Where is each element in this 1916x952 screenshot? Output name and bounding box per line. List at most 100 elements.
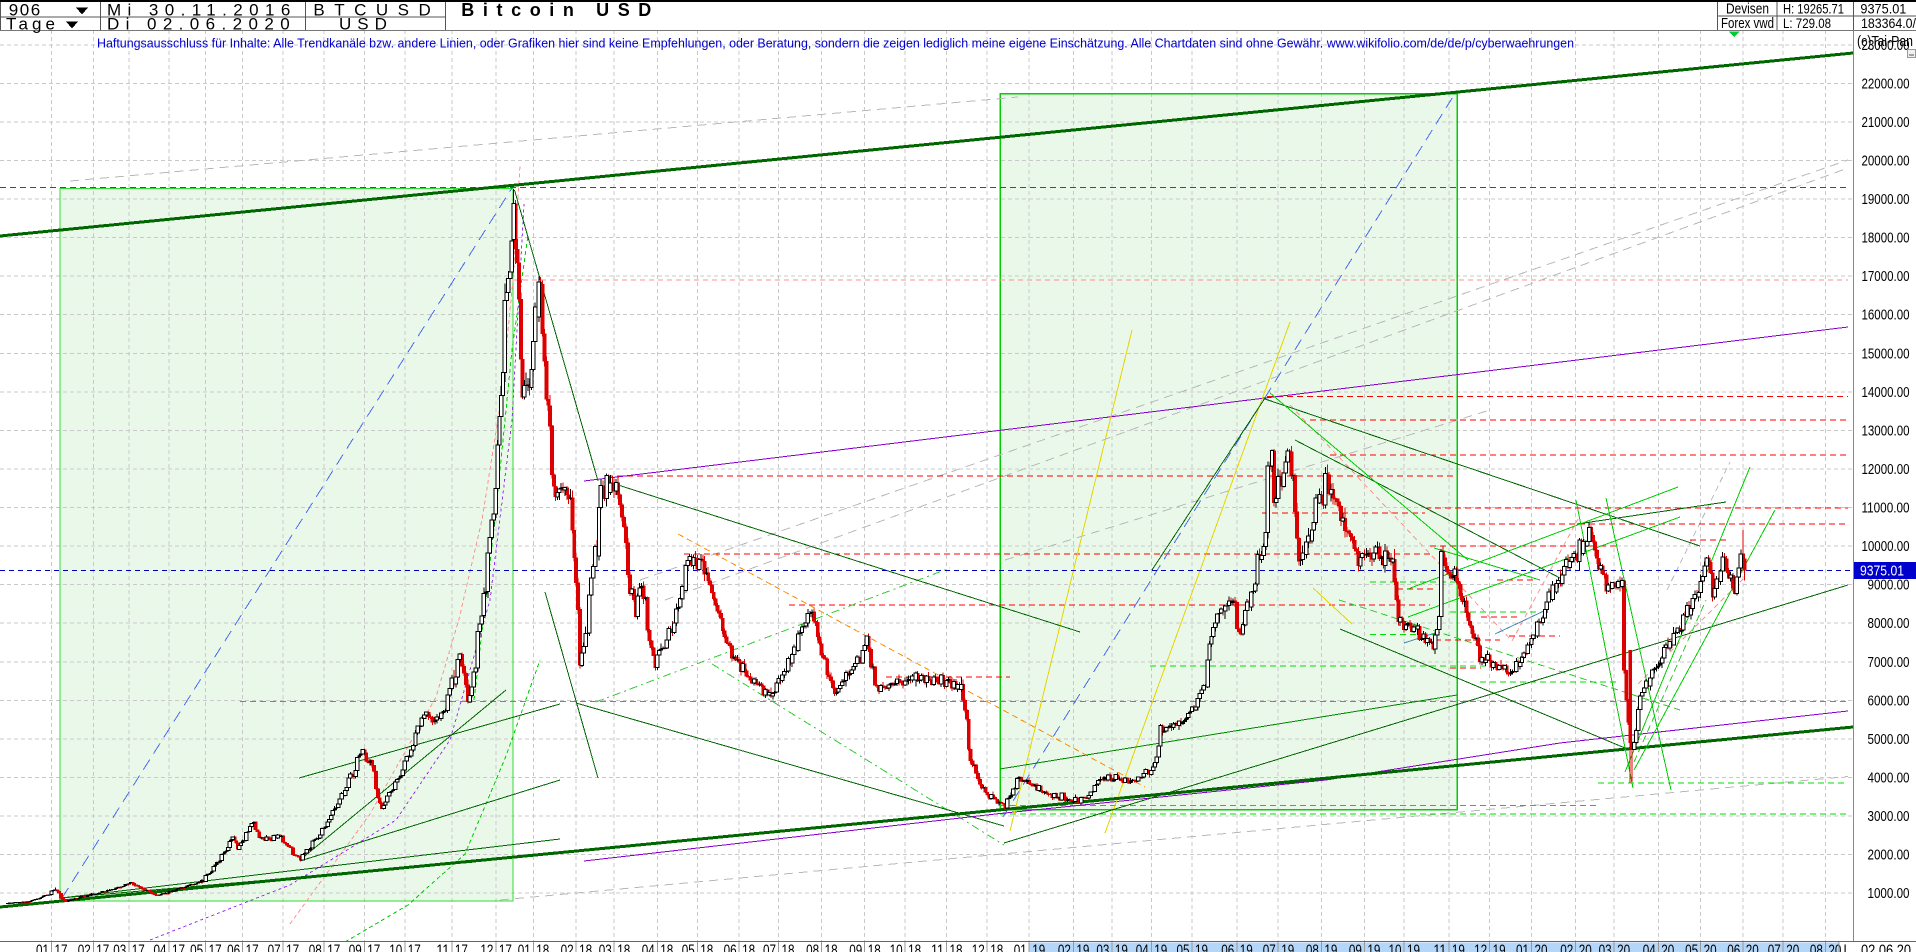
svg-text:08: 08 (1306, 943, 1319, 952)
svg-text:20: 20 (1786, 943, 1799, 952)
svg-text:18: 18 (742, 943, 755, 952)
svg-text:01: 01 (1516, 943, 1529, 952)
svg-text:10000.00: 10000.00 (1862, 539, 1910, 555)
svg-text:20: 20 (1617, 943, 1630, 952)
svg-text:19: 19 (1240, 943, 1253, 952)
svg-text:17: 17 (408, 943, 421, 952)
svg-text:18: 18 (782, 943, 795, 952)
svg-text:1000.00: 1000.00 (1868, 886, 1910, 902)
svg-text:5000.00: 5000.00 (1868, 732, 1910, 748)
svg-text:17: 17 (499, 943, 512, 952)
svg-text:L: 729.08: L: 729.08 (1783, 16, 1831, 31)
svg-text:19: 19 (1407, 943, 1420, 952)
svg-text:9375.01: 9375.01 (1860, 564, 1904, 580)
svg-text:01: 01 (1014, 943, 1027, 952)
svg-text:17: 17 (246, 943, 259, 952)
svg-text:Forex vwd: Forex vwd (1721, 16, 1774, 32)
svg-text:18: 18 (868, 943, 881, 952)
svg-text:20: 20 (1828, 943, 1841, 952)
svg-text:06: 06 (724, 943, 737, 952)
svg-text:05: 05 (682, 943, 695, 952)
svg-text:8000.00: 8000.00 (1868, 616, 1910, 632)
svg-text:20: 20 (1661, 943, 1674, 952)
svg-text:H: 19265.71: H: 19265.71 (1783, 2, 1844, 17)
svg-text:22000.00: 22000.00 (1862, 76, 1910, 92)
svg-text:05: 05 (1685, 943, 1698, 952)
svg-text:13000.00: 13000.00 (1862, 423, 1910, 439)
svg-text:06: 06 (1727, 943, 1740, 952)
svg-text:18: 18 (825, 943, 838, 952)
svg-text:11: 11 (931, 943, 944, 952)
svg-text:19000.00: 19000.00 (1862, 192, 1910, 208)
svg-text:9375.01: 9375.01 (1860, 2, 1906, 17)
svg-text:18: 18 (700, 943, 713, 952)
svg-text:02: 02 (561, 943, 574, 952)
svg-text:11000.00: 11000.00 (1862, 501, 1910, 517)
svg-text:19: 19 (1032, 943, 1045, 952)
svg-text:02.06.20: 02.06.20 (1861, 943, 1911, 952)
svg-text:18: 18 (990, 943, 1003, 952)
svg-text:9000.00: 9000.00 (1868, 578, 1910, 594)
svg-text:2000.00: 2000.00 (1868, 848, 1910, 864)
svg-text:17000.00: 17000.00 (1862, 269, 1910, 285)
svg-text:17: 17 (132, 943, 145, 952)
svg-text:03: 03 (1096, 943, 1109, 952)
svg-text:06: 06 (227, 943, 240, 952)
svg-text:(c)Tai-Pan: (c)Tai-Pan (1857, 34, 1913, 50)
svg-text:19: 19 (1493, 943, 1506, 952)
svg-text:01: 01 (36, 943, 49, 952)
svg-text:18: 18 (908, 943, 921, 952)
svg-text:10: 10 (890, 943, 903, 952)
svg-text:19: 19 (1154, 943, 1167, 952)
svg-text:19: 19 (1076, 943, 1089, 952)
svg-text:03: 03 (113, 943, 126, 952)
svg-text:12: 12 (1474, 943, 1487, 952)
svg-text:3000.00: 3000.00 (1868, 809, 1910, 825)
svg-text:04: 04 (642, 943, 655, 952)
svg-text:15000.00: 15000.00 (1862, 346, 1910, 362)
svg-text:17: 17 (96, 943, 109, 952)
svg-text:21000.00: 21000.00 (1862, 115, 1910, 131)
svg-text:17: 17 (367, 943, 380, 952)
svg-text:10: 10 (1389, 943, 1402, 952)
svg-text:04: 04 (154, 943, 167, 952)
svg-text:Bitcoin USD: Bitcoin USD (461, 0, 660, 20)
svg-text:11: 11 (1433, 943, 1446, 952)
svg-text:04: 04 (1643, 943, 1656, 952)
svg-text:18: 18 (617, 943, 630, 952)
svg-text:19: 19 (1367, 943, 1380, 952)
svg-text:Haftungsausschluss für Inhalte: Haftungsausschluss für Inhalte: Alle Tre… (97, 36, 1574, 51)
svg-text:17: 17 (455, 943, 468, 952)
svg-text:12: 12 (972, 943, 985, 952)
svg-text:23000.00: 23000.00 (1862, 38, 1910, 54)
svg-text:01: 01 (518, 943, 531, 952)
svg-text:14000.00: 14000.00 (1862, 385, 1910, 401)
svg-text:20: 20 (1579, 943, 1592, 952)
svg-text:19: 19 (1324, 943, 1337, 952)
svg-text:02: 02 (1058, 943, 1071, 952)
svg-text:Devisen: Devisen (1726, 2, 1769, 18)
svg-text:20: 20 (1746, 943, 1759, 952)
svg-text:Tage: Tage (6, 15, 59, 34)
svg-text:19: 19 (1115, 943, 1128, 952)
svg-text:08: 08 (1810, 943, 1823, 952)
svg-text:BTCUSD: BTCUSD (313, 1, 440, 20)
svg-text:07: 07 (268, 943, 281, 952)
svg-text:906: 906 (9, 1, 42, 20)
svg-text:6000.00: 6000.00 (1868, 693, 1910, 709)
svg-text:07: 07 (1768, 943, 1781, 952)
svg-text:19: 19 (1195, 943, 1208, 952)
svg-text:02: 02 (78, 943, 91, 952)
svg-text:L: L (1844, 943, 1851, 952)
svg-text:20: 20 (1535, 943, 1548, 952)
svg-text:18: 18 (536, 943, 549, 952)
svg-text:17: 17 (286, 943, 299, 952)
svg-text:05: 05 (190, 943, 203, 952)
svg-text:05: 05 (1177, 943, 1190, 952)
svg-text:17: 17 (209, 943, 222, 952)
svg-text:12000.00: 12000.00 (1862, 462, 1910, 478)
svg-text:20: 20 (1704, 943, 1717, 952)
svg-text:04: 04 (1136, 943, 1149, 952)
svg-text:11: 11 (436, 943, 449, 952)
svg-text:12: 12 (480, 943, 493, 952)
